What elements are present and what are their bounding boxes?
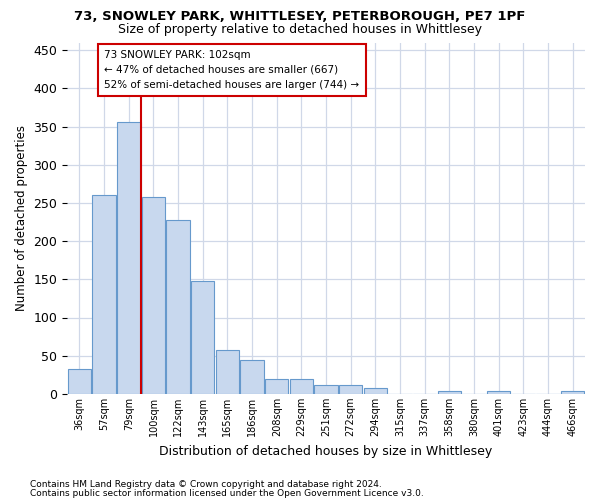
Text: Contains HM Land Registry data © Crown copyright and database right 2024.: Contains HM Land Registry data © Crown c… [30, 480, 382, 489]
Bar [290, 380, 313, 394]
Y-axis label: Number of detached properties: Number of detached properties [15, 125, 28, 311]
Bar [68, 368, 91, 394]
Bar [142, 197, 165, 394]
Bar [216, 350, 239, 394]
Text: 73, SNOWLEY PARK, WHITTLESEY, PETERBOROUGH, PE7 1PF: 73, SNOWLEY PARK, WHITTLESEY, PETERBOROU… [74, 10, 526, 23]
Bar [117, 122, 140, 394]
X-axis label: Distribution of detached houses by size in Whittlesey: Distribution of detached houses by size … [160, 444, 493, 458]
Bar [191, 281, 214, 394]
Bar [339, 384, 362, 394]
Bar [364, 388, 387, 394]
Bar [92, 196, 116, 394]
Text: 73 SNOWLEY PARK: 102sqm
← 47% of detached houses are smaller (667)
52% of semi-d: 73 SNOWLEY PARK: 102sqm ← 47% of detache… [104, 50, 359, 90]
Bar [437, 391, 461, 394]
Bar [241, 360, 264, 394]
Bar [487, 391, 511, 394]
Bar [166, 220, 190, 394]
Bar [265, 378, 289, 394]
Text: Size of property relative to detached houses in Whittlesey: Size of property relative to detached ho… [118, 22, 482, 36]
Text: Contains public sector information licensed under the Open Government Licence v3: Contains public sector information licen… [30, 488, 424, 498]
Bar [314, 386, 338, 394]
Bar [561, 391, 584, 394]
